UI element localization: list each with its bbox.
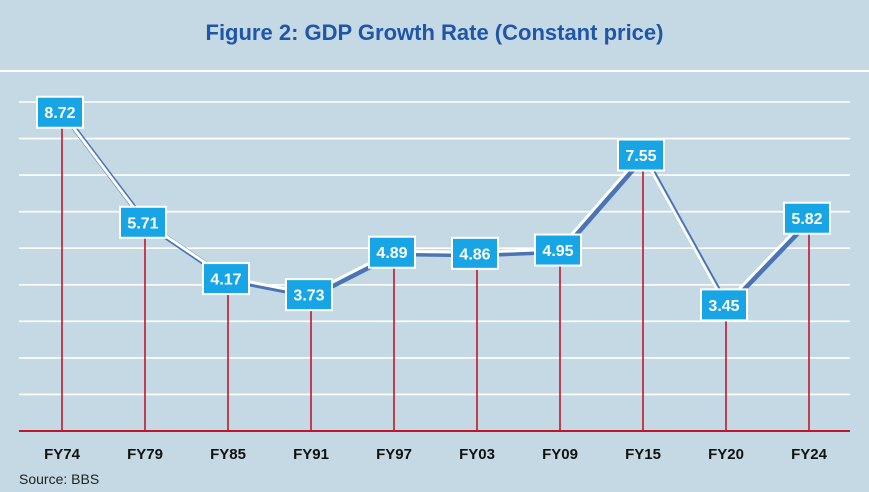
data-label-value: 4.95 [542,243,573,260]
data-label-fy79: 5.71 [119,205,167,239]
data-label-fy03: 4.86 [451,236,499,270]
data-label-value: 4.86 [459,246,490,263]
data-label-fy85: 4.17 [202,262,250,296]
data-label-fy09: 4.95 [534,233,582,267]
data-label-value: 8.72 [44,105,75,122]
source-note: Source: BBS [19,471,100,487]
data-label-fy74: 8.72 [36,95,84,129]
data-label-fy91: 3.73 [285,278,333,312]
data-label-box [451,236,499,270]
data-label-box [617,138,665,172]
data-label-box [534,233,582,267]
x-tick-fy91: FY91 [293,446,329,463]
series-line [59,110,810,306]
data-label-value: 4.17 [210,272,241,289]
data-labels: 8.72 5.71 4.17 3.73 4.89 4.86 4.95 7.55 3.45 5.82 [36,95,831,322]
data-label-box [285,278,333,312]
x-tick-fy20: FY20 [708,446,744,463]
data-label-box [783,201,831,235]
x-tick-fy74: FY74 [44,446,81,463]
data-label-value: 3.45 [708,298,739,315]
x-tick-fy03: FY03 [459,446,495,463]
x-tick-fy97: FY97 [376,446,412,463]
title-divider [0,70,869,72]
series-line [59,110,813,309]
x-axis-ticks: FY74 FY79 FY85 FY91 FY97 FY03 FY09 FY15 FY20 FY24 [44,446,828,463]
data-label-box [36,95,84,129]
data-label-box [700,288,748,322]
data-label-fy24: 5.82 [783,201,831,235]
gridlines [19,101,850,432]
data-label-value: 3.73 [293,288,324,305]
data-label-box [119,205,167,239]
data-label-fy97: 4.89 [368,235,416,269]
chart-title: Figure 2: GDP Growth Rate (Constant pric… [205,20,664,45]
x-tick-fy79: FY79 [127,446,163,463]
data-label-value: 4.89 [376,245,407,262]
drop-lines [61,112,810,431]
data-label-fy15: 7.55 [617,138,665,172]
data-label-value: 5.71 [127,215,158,232]
x-tick-fy24: FY24 [791,446,828,463]
x-tick-fy85: FY85 [210,446,246,463]
x-tick-fy15: FY15 [625,446,661,463]
data-label-box [202,262,250,296]
series-line-shadow [61,112,813,309]
data-label-fy20: 3.45 [700,288,748,322]
x-tick-fy09: FY09 [542,446,578,463]
data-label-value: 5.82 [791,211,822,228]
data-label-box [368,235,416,269]
data-label-value: 7.55 [625,148,656,165]
